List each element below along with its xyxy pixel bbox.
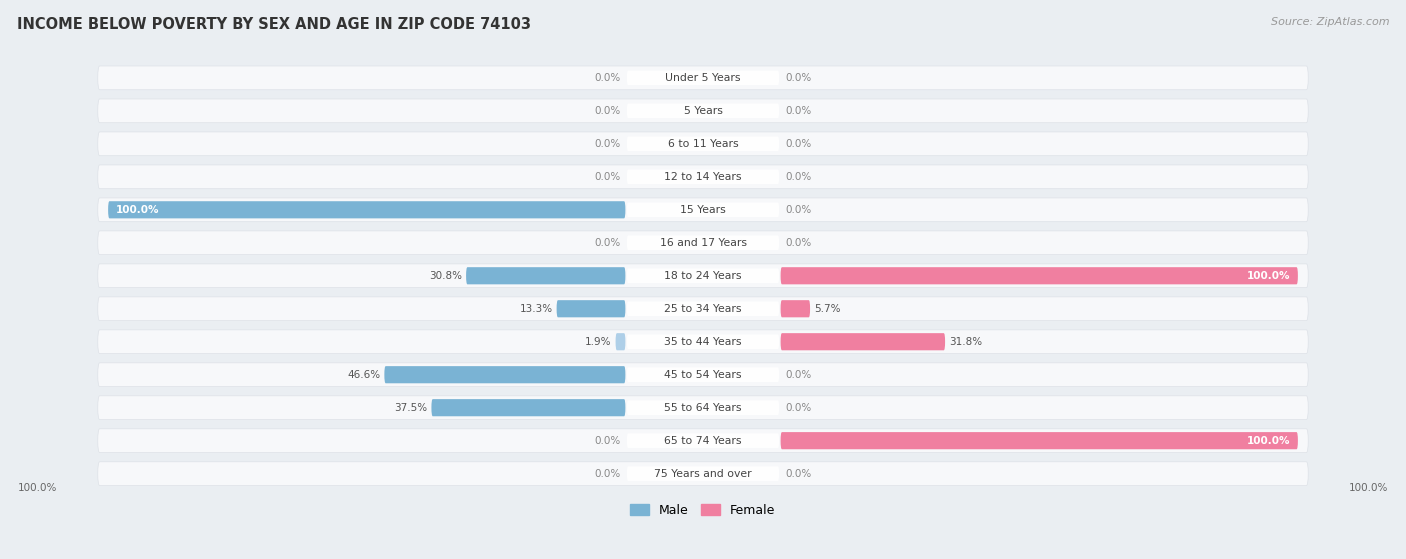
Text: 5.7%: 5.7%: [814, 304, 841, 314]
Text: 0.0%: 0.0%: [786, 369, 813, 380]
Text: INCOME BELOW POVERTY BY SEX AND AGE IN ZIP CODE 74103: INCOME BELOW POVERTY BY SEX AND AGE IN Z…: [17, 17, 531, 32]
FancyBboxPatch shape: [98, 165, 1308, 189]
Text: 0.0%: 0.0%: [786, 106, 813, 116]
FancyBboxPatch shape: [98, 363, 1308, 387]
Text: 65 to 74 Years: 65 to 74 Years: [664, 435, 742, 446]
Text: 0.0%: 0.0%: [786, 172, 813, 182]
FancyBboxPatch shape: [98, 99, 1308, 123]
FancyBboxPatch shape: [98, 297, 1308, 321]
Text: 0.0%: 0.0%: [593, 238, 620, 248]
FancyBboxPatch shape: [627, 202, 779, 217]
FancyBboxPatch shape: [627, 400, 779, 415]
Text: 13.3%: 13.3%: [519, 304, 553, 314]
Text: 6 to 11 Years: 6 to 11 Years: [668, 139, 738, 149]
Text: 45 to 54 Years: 45 to 54 Years: [664, 369, 742, 380]
Text: 46.6%: 46.6%: [347, 369, 380, 380]
FancyBboxPatch shape: [627, 301, 779, 316]
Text: 0.0%: 0.0%: [593, 73, 620, 83]
Text: 0.0%: 0.0%: [786, 238, 813, 248]
Text: 0.0%: 0.0%: [786, 139, 813, 149]
Text: 0.0%: 0.0%: [593, 468, 620, 479]
Text: 100.0%: 100.0%: [1348, 483, 1388, 493]
FancyBboxPatch shape: [98, 66, 1308, 90]
Text: 16 and 17 Years: 16 and 17 Years: [659, 238, 747, 248]
FancyBboxPatch shape: [465, 267, 626, 285]
FancyBboxPatch shape: [627, 433, 779, 448]
Text: 5 Years: 5 Years: [683, 106, 723, 116]
Text: 0.0%: 0.0%: [786, 73, 813, 83]
FancyBboxPatch shape: [780, 333, 945, 350]
FancyBboxPatch shape: [98, 198, 1308, 222]
FancyBboxPatch shape: [557, 300, 626, 318]
Text: 100.0%: 100.0%: [1247, 435, 1291, 446]
Text: 100.0%: 100.0%: [1247, 271, 1291, 281]
FancyBboxPatch shape: [98, 396, 1308, 420]
FancyBboxPatch shape: [98, 231, 1308, 255]
FancyBboxPatch shape: [616, 333, 626, 350]
Text: 0.0%: 0.0%: [593, 106, 620, 116]
Text: 100.0%: 100.0%: [115, 205, 159, 215]
Text: 15 Years: 15 Years: [681, 205, 725, 215]
FancyBboxPatch shape: [627, 466, 779, 481]
Text: 0.0%: 0.0%: [786, 402, 813, 413]
FancyBboxPatch shape: [780, 432, 1298, 449]
Text: 0.0%: 0.0%: [593, 139, 620, 149]
FancyBboxPatch shape: [627, 70, 779, 85]
Text: 75 Years and over: 75 Years and over: [654, 468, 752, 479]
Text: 12 to 14 Years: 12 to 14 Years: [664, 172, 742, 182]
Text: 25 to 34 Years: 25 to 34 Years: [664, 304, 742, 314]
Text: 0.0%: 0.0%: [786, 468, 813, 479]
FancyBboxPatch shape: [627, 169, 779, 184]
FancyBboxPatch shape: [384, 366, 626, 383]
FancyBboxPatch shape: [780, 267, 1298, 285]
Text: 0.0%: 0.0%: [593, 172, 620, 182]
FancyBboxPatch shape: [627, 367, 779, 382]
Text: Source: ZipAtlas.com: Source: ZipAtlas.com: [1271, 17, 1389, 27]
Text: 100.0%: 100.0%: [18, 483, 58, 493]
Text: 37.5%: 37.5%: [394, 402, 427, 413]
FancyBboxPatch shape: [432, 399, 626, 416]
FancyBboxPatch shape: [108, 201, 626, 219]
FancyBboxPatch shape: [780, 300, 810, 318]
Text: 0.0%: 0.0%: [593, 435, 620, 446]
Text: 30.8%: 30.8%: [429, 271, 463, 281]
FancyBboxPatch shape: [627, 136, 779, 151]
FancyBboxPatch shape: [627, 103, 779, 118]
FancyBboxPatch shape: [98, 264, 1308, 288]
Text: 31.8%: 31.8%: [949, 337, 983, 347]
Text: 18 to 24 Years: 18 to 24 Years: [664, 271, 742, 281]
FancyBboxPatch shape: [627, 235, 779, 250]
Text: 0.0%: 0.0%: [786, 205, 813, 215]
FancyBboxPatch shape: [627, 268, 779, 283]
Text: 55 to 64 Years: 55 to 64 Years: [664, 402, 742, 413]
Text: Under 5 Years: Under 5 Years: [665, 73, 741, 83]
FancyBboxPatch shape: [98, 462, 1308, 486]
FancyBboxPatch shape: [98, 132, 1308, 156]
Legend: Male, Female: Male, Female: [626, 499, 780, 522]
FancyBboxPatch shape: [98, 330, 1308, 354]
FancyBboxPatch shape: [98, 429, 1308, 453]
Text: 35 to 44 Years: 35 to 44 Years: [664, 337, 742, 347]
FancyBboxPatch shape: [627, 334, 779, 349]
Text: 1.9%: 1.9%: [585, 337, 612, 347]
